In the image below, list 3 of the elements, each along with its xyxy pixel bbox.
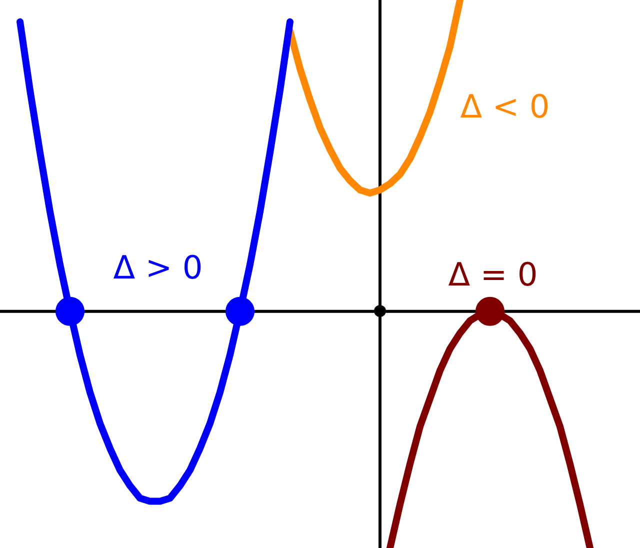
series-label: Δ = 0 [448, 256, 538, 294]
series-label: Δ > 0 [113, 248, 203, 287]
series-label: Δ < 0 [460, 88, 550, 126]
